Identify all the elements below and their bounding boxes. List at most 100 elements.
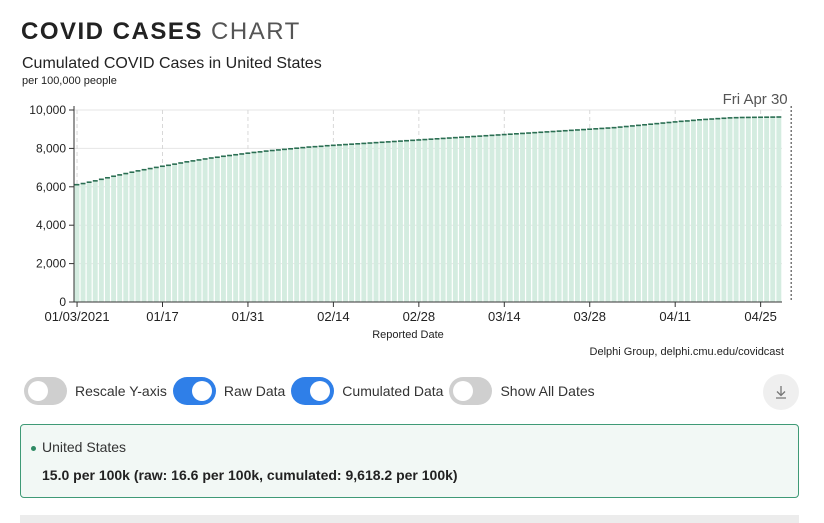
bar (288, 148, 294, 302)
bar (642, 124, 648, 302)
bar (172, 164, 178, 302)
bar (660, 123, 666, 302)
bar (568, 130, 574, 302)
bar (214, 157, 220, 302)
bar (306, 147, 312, 302)
highlight-date-label: Fri Apr 30 (723, 91, 788, 108)
bar (654, 123, 660, 302)
bar (123, 173, 129, 302)
toggle-label: Raw Data (223, 383, 286, 399)
bar (739, 117, 745, 302)
raw-data-toggle[interactable]: Raw Data (172, 377, 291, 405)
bar (184, 161, 190, 302)
bar (233, 154, 239, 302)
bar (574, 129, 580, 302)
bar (440, 138, 446, 302)
show-all-dates-toggle[interactable]: Show All Dates (449, 377, 600, 405)
chart-controls: Rescale Y-axis Raw Data Cumulated Data S… (24, 375, 601, 407)
series-dot-icon (31, 445, 36, 451)
bar (220, 156, 226, 302)
y-tick-label: 6,000 (36, 180, 66, 194)
bar (385, 141, 391, 302)
info-value: 15.0 per 100k (raw: 16.6 per 100k, cumul… (42, 467, 458, 483)
bar (98, 179, 104, 302)
x-tick-label: 04/25 (744, 309, 777, 324)
bar (367, 143, 373, 302)
cumulated-data-toggle[interactable]: Cumulated Data (291, 377, 449, 405)
bar (391, 141, 397, 302)
bar (178, 162, 184, 302)
y-tick-label: 0 (59, 295, 66, 309)
bar (489, 135, 495, 302)
toggle-knob (310, 381, 331, 401)
bar (336, 144, 342, 302)
bar (745, 117, 751, 303)
bar (422, 139, 428, 302)
x-tick-label: 01/03/2021 (45, 309, 110, 324)
bar (141, 169, 147, 302)
bar (416, 139, 422, 302)
toggle-switch[interactable] (24, 377, 67, 405)
bar (446, 138, 452, 302)
bar (758, 117, 763, 302)
bar (507, 134, 513, 302)
bar (623, 126, 629, 303)
bar (770, 117, 776, 302)
bar (300, 147, 306, 302)
next-panel-edge (20, 515, 799, 523)
bar (129, 172, 135, 302)
bar (263, 151, 269, 302)
bar (471, 136, 477, 302)
bar (361, 143, 367, 302)
rescale-y-axis-toggle[interactable]: Rescale Y-axis (24, 377, 173, 405)
bar (312, 146, 318, 302)
toggle-knob (453, 381, 474, 401)
bar (556, 131, 562, 302)
bar (111, 176, 117, 302)
toggle-switch[interactable] (172, 377, 216, 405)
bar (324, 145, 330, 302)
bar (611, 127, 617, 302)
toggle-switch[interactable] (291, 377, 335, 405)
y-tick-label: 4,000 (36, 218, 66, 232)
bar (282, 149, 287, 302)
bar (410, 140, 416, 302)
bar (550, 131, 556, 302)
bar (86, 182, 92, 302)
bar (617, 127, 623, 302)
bar (684, 120, 690, 302)
bar (605, 128, 611, 302)
bar (379, 142, 385, 302)
info-region: United States (31, 439, 126, 455)
bar (697, 119, 702, 303)
bar (159, 166, 165, 302)
toggle-switch[interactable] (449, 377, 493, 405)
info-region-label: United States (42, 439, 127, 455)
x-tick-label: 01/31 (232, 309, 265, 324)
bar (318, 146, 324, 302)
bar (196, 159, 202, 302)
x-tick-label: 02/28 (403, 309, 436, 324)
bar (452, 137, 458, 302)
x-tick-label: 03/28 (573, 309, 606, 324)
bar (562, 130, 568, 302)
bar (587, 129, 593, 302)
download-button[interactable] (763, 374, 799, 410)
bar (733, 117, 739, 303)
bar (648, 124, 654, 302)
chart-title: Cumulated COVID Cases in United States (22, 55, 322, 72)
x-tick-label: 02/14 (317, 309, 350, 324)
x-tick-label: 01/17 (146, 309, 179, 324)
bar (526, 133, 532, 302)
bar (721, 118, 727, 302)
bar (269, 150, 275, 302)
bar (251, 152, 257, 302)
bar (355, 143, 361, 302)
cases-chart[interactable]: 0 2,000 4,000 6,000 8,000 10,000 01/03/2021 01/… (0, 86, 824, 346)
bar (92, 180, 98, 302)
bar (166, 165, 171, 302)
bar (257, 151, 263, 302)
bar (538, 132, 544, 302)
bar (434, 138, 440, 302)
bar (703, 119, 709, 302)
